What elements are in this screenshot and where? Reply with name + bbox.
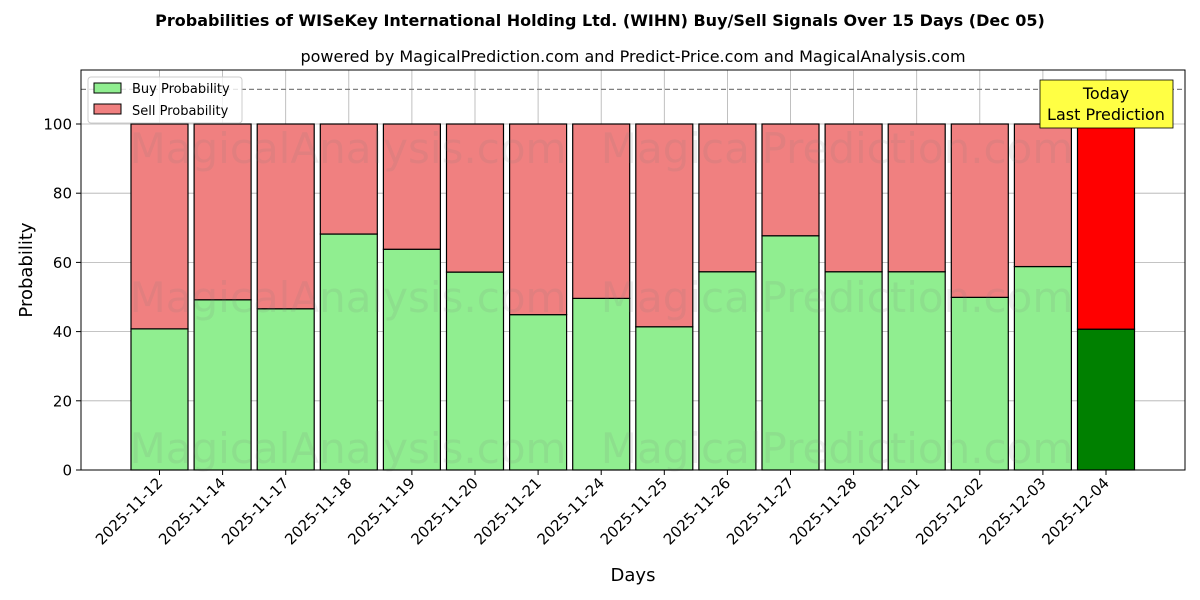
y-axis: 0 20 40 60 80 100: [43, 116, 81, 480]
bar-buy: [761, 235, 820, 471]
bar-buy: [824, 271, 883, 471]
annotation-box: [1039, 79, 1174, 129]
watermark-text: MagicalPrediction.com: [601, 124, 1074, 173]
chart-subtitle: powered by MagicalPrediction.com and Pre…: [300, 47, 965, 66]
bars: [130, 123, 1136, 471]
legend-swatch-sell: [93, 103, 122, 115]
x-tick-label: 2025-11-12: [92, 474, 166, 548]
bar-sell: [824, 123, 883, 273]
watermark-text: MagicalPrediction.com: [601, 424, 1074, 473]
x-axis-label: Days: [611, 565, 656, 586]
bar-sell: [887, 123, 946, 273]
x-tick-label: 2025-11-21: [471, 474, 545, 548]
x-axis: 2025-11-122025-11-142025-11-172025-11-18…: [92, 470, 1113, 548]
x-tick-label: 2025-11-14: [155, 474, 229, 548]
x-tick-label: 2025-11-26: [660, 474, 734, 548]
legend-box: [87, 76, 243, 124]
bar-buy: [319, 233, 378, 471]
bar-buy: [887, 271, 946, 471]
x-tick-label: 2025-11-17: [218, 474, 292, 548]
x-tick-label: 2025-11-19: [344, 474, 418, 548]
x-tick-label: 2025-11-20: [407, 474, 481, 548]
legend: Buy Probability Sell Probability: [87, 76, 243, 124]
bar-sell: [572, 123, 631, 299]
watermark-text: MagicalAnalysis.com: [130, 124, 567, 173]
bar-buy: [256, 308, 315, 471]
bar-buy: [382, 248, 441, 471]
x-tick-label: 2025-12-02: [912, 474, 986, 548]
y-tick-label: 60: [53, 254, 72, 272]
bar-buy: [509, 314, 568, 471]
bar-sell: [382, 123, 441, 250]
x-tick-label: 2025-11-28: [786, 474, 860, 548]
bar-buy: [193, 299, 252, 471]
bar-buy: [698, 271, 757, 471]
x-tick-label: 2025-12-04: [1038, 474, 1112, 548]
x-tick-label: 2025-12-01: [849, 474, 923, 548]
bar-buy: [1076, 328, 1136, 471]
x-tick-label: 2025-11-24: [534, 474, 608, 548]
bar-sell: [1076, 123, 1136, 330]
legend-label-buy: Buy Probability: [132, 82, 230, 97]
watermark-text: MagicalAnalysis.com: [130, 424, 567, 473]
chart-title: Probabilities of WISeKey International H…: [155, 11, 1045, 30]
y-tick-label: 0: [62, 462, 72, 480]
bar-sell: [193, 123, 252, 301]
annotation-line-1: Today: [1082, 84, 1129, 103]
watermarks: MagicalAnalysis.com MagicalPrediction.com…: [130, 124, 1074, 473]
bar-sell: [698, 123, 757, 273]
watermark-text: MagicalAnalysis.com: [130, 273, 567, 322]
plot-frame: [80, 69, 1186, 471]
bar-buy: [445, 271, 505, 471]
bar-buy: [572, 297, 631, 471]
x-tick-label: 2025-11-27: [723, 474, 797, 548]
annotation-line-2: Last Prediction: [1047, 105, 1165, 124]
bar-sell: [950, 123, 1009, 298]
y-tick-label: 100: [43, 116, 72, 134]
y-tick-label: 80: [53, 185, 72, 203]
bar-sell: [635, 123, 694, 328]
legend-swatch-buy: [93, 82, 122, 94]
x-tick-label: 2025-11-25: [597, 474, 671, 548]
bar-sell: [445, 123, 505, 273]
y-axis-label: Probability: [16, 222, 37, 317]
bar-sell: [130, 123, 189, 330]
bar-sell: [509, 123, 568, 316]
watermark-text: MagicalPrediction.com: [601, 273, 1074, 322]
x-tick-label: 2025-12-03: [975, 474, 1049, 548]
y-tick-label: 40: [53, 323, 72, 341]
x-tick-label: 2025-11-18: [281, 474, 355, 548]
today-annotation: Today Last Prediction: [1039, 79, 1174, 129]
y-tick-label: 20: [53, 392, 72, 410]
bar-sell: [1013, 123, 1073, 268]
legend-label-sell: Sell Probability: [132, 104, 229, 119]
bar-buy: [635, 326, 694, 471]
bar-sell: [761, 123, 820, 237]
bar-sell: [256, 123, 315, 310]
bar-sell: [319, 123, 378, 235]
